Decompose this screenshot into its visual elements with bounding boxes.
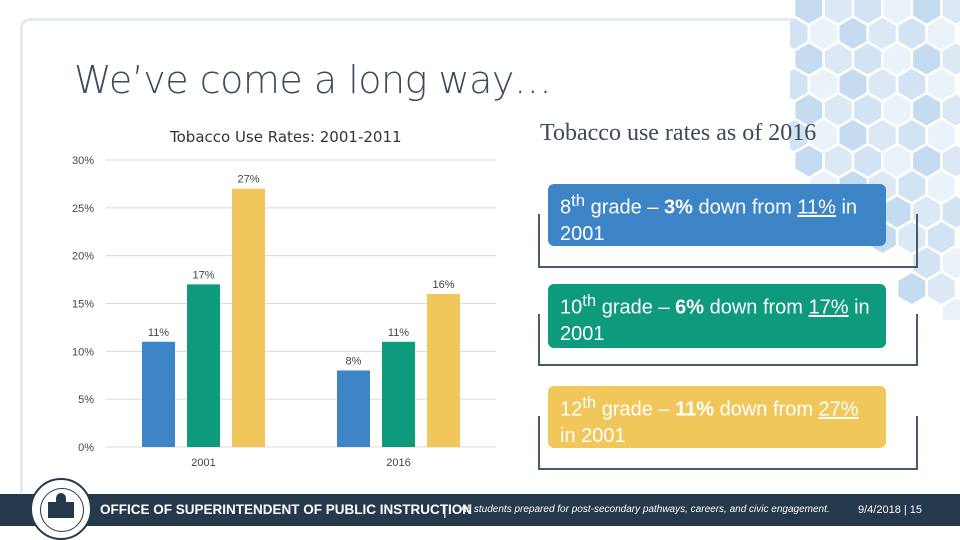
- data-label: 11%: [148, 327, 169, 339]
- data-label: 16%: [432, 279, 454, 291]
- hexagon: [898, 18, 926, 49]
- hexagon: [942, 196, 960, 228]
- footer-tagline: All students prepared for post-secondary…: [460, 504, 830, 515]
- hexagon: [898, 222, 926, 253]
- hexagon: [824, 94, 852, 126]
- hexagon: [839, 69, 867, 100]
- y-tick-label: 30%: [72, 155, 94, 167]
- hexagon: [898, 120, 926, 151]
- hexagon: [810, 18, 837, 49]
- hexagon: [824, 43, 852, 75]
- hexagon: [913, 0, 940, 24]
- state-seal-icon: [30, 478, 92, 540]
- footer-org-name: OFFICE OF SUPERINTENDENT OF PUBLIC INSTR…: [100, 502, 473, 517]
- hexagon-pattern: [790, 0, 960, 320]
- hexagon: [854, 145, 882, 177]
- y-tick-label: 0%: [78, 442, 94, 454]
- hexagon: [913, 247, 940, 279]
- bar: [187, 284, 220, 447]
- hexagon: [942, 43, 960, 75]
- x-tick-label: 2016: [386, 457, 410, 469]
- hexagon: [854, 94, 882, 126]
- y-tick-label: 10%: [72, 346, 94, 358]
- chart-title: Tobacco Use Rates: 2001-2011: [170, 128, 402, 146]
- data-label: 17%: [192, 269, 214, 281]
- hexagon: [898, 69, 926, 100]
- data-label: 8%: [346, 355, 362, 367]
- hexagon: [913, 145, 940, 177]
- hexagon: [913, 196, 940, 228]
- hexagon: [883, 196, 911, 228]
- hexagon: [927, 171, 955, 202]
- data-label: 11%: [388, 327, 409, 339]
- hexagon: [927, 18, 955, 49]
- hexagon: [854, 0, 882, 24]
- y-tick-label: 20%: [72, 251, 94, 263]
- y-tick-label: 15%: [72, 299, 94, 311]
- data-label: 27%: [237, 174, 259, 186]
- hexagon: [824, 145, 852, 177]
- hexagon: [942, 145, 960, 177]
- hexagon: [927, 273, 955, 304]
- hexagon: [810, 120, 837, 151]
- hexagon: [942, 94, 960, 126]
- hexagon: [942, 298, 960, 320]
- hexagon: [942, 247, 960, 279]
- hexagon: [898, 273, 926, 304]
- side-heading: Tobacco use rates as of 2016: [540, 120, 817, 146]
- hexagon: [883, 0, 911, 24]
- slide-title: We’ve come a long way…: [74, 58, 552, 102]
- bar: [142, 341, 175, 447]
- y-tick-label: 5%: [78, 394, 94, 406]
- content-frame: [20, 18, 793, 493]
- footer-date-page: 9/4/2018 | 15: [858, 504, 923, 516]
- hexagon: [790, 120, 808, 151]
- hexagon: [927, 120, 955, 151]
- hexagon: [883, 145, 911, 177]
- hexagon: [824, 0, 852, 24]
- hexagon: [869, 69, 896, 100]
- x-tick-label: 2001: [191, 457, 215, 469]
- callout-8th-grade: 8th grade – 3% down from 11% in 2001: [538, 184, 918, 268]
- callout-12th-grade: 12th grade – 11% down from 27% in 2001: [538, 386, 918, 470]
- hexagon: [790, 18, 808, 49]
- hexagon: [927, 69, 955, 100]
- hexagon: [869, 120, 896, 151]
- bar: [382, 341, 415, 447]
- hexagon: [913, 94, 940, 126]
- footer-separator: |: [443, 502, 447, 518]
- bar: [337, 370, 370, 447]
- hexagon: [898, 171, 926, 202]
- hexagon: [869, 18, 896, 49]
- hexagon: [795, 43, 823, 75]
- callout-10th-grade: 10th grade – 6% down from 17% in 2001: [538, 284, 918, 366]
- hexagon: [790, 69, 808, 100]
- hexagon: [942, 0, 960, 24]
- hexagon: [883, 43, 911, 75]
- bar-chart: 0% 5% 10% 15% 20% 25% 30% 11% 17% 27% 2001 8% 11% 16%…: [72, 155, 496, 469]
- bar: [427, 293, 460, 447]
- footer-bar: [0, 494, 960, 526]
- hexagon: [927, 222, 955, 253]
- hexagon: [810, 69, 837, 100]
- hexagon: [883, 94, 911, 126]
- hexagon: [854, 43, 882, 75]
- y-tick-label: 25%: [72, 203, 94, 215]
- hexagon: [795, 94, 823, 126]
- bar: [232, 188, 265, 447]
- hexagon: [795, 145, 823, 177]
- hexagon: [913, 43, 940, 75]
- hexagon: [839, 18, 867, 49]
- hexagon: [839, 120, 867, 151]
- hexagon: [795, 0, 823, 24]
